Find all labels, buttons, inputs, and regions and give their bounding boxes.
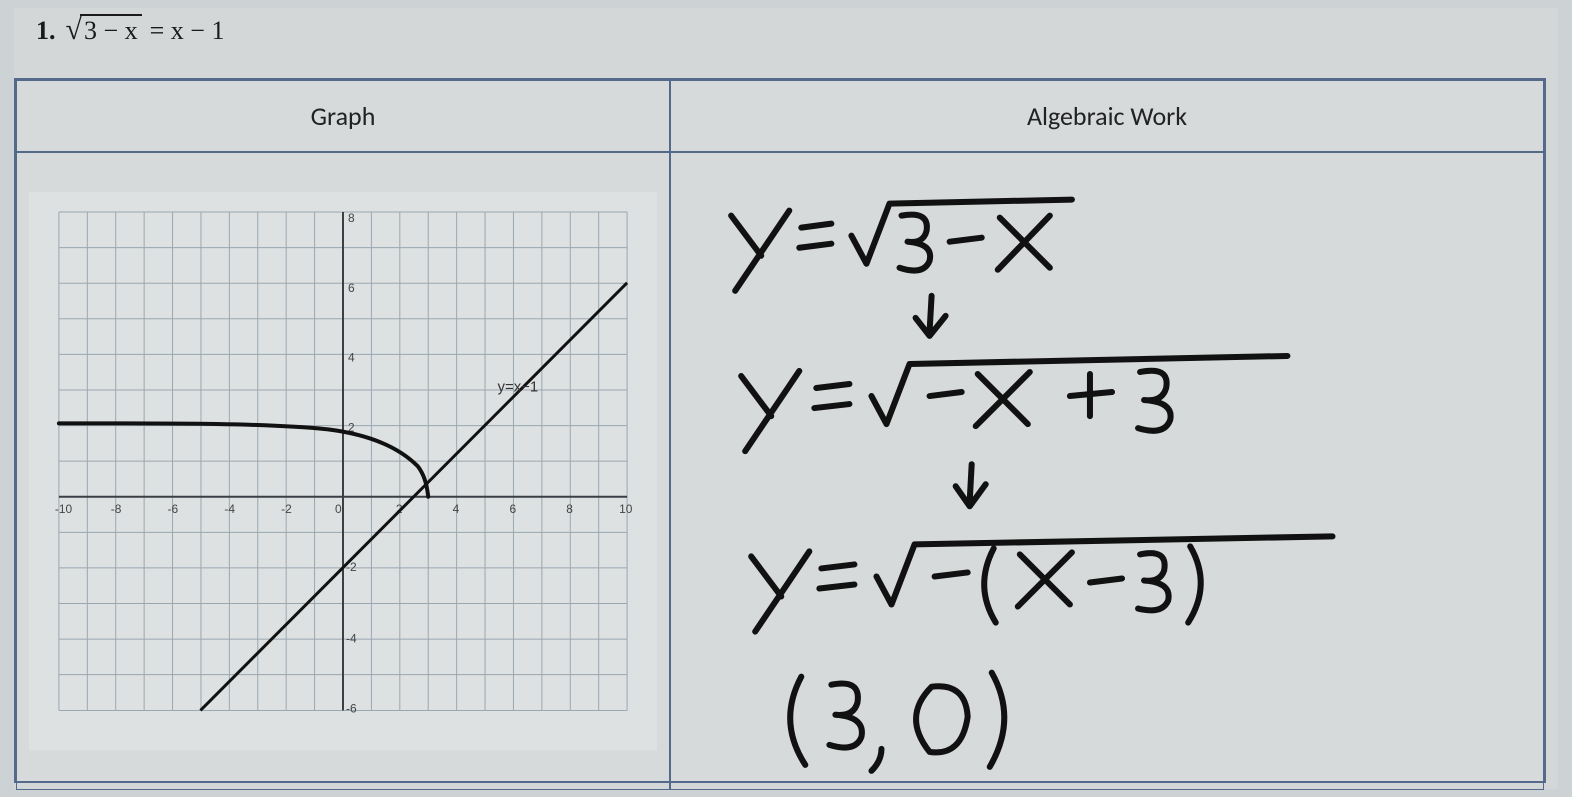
svg-text:-6: -6 [168, 502, 179, 516]
svg-text:8: 8 [566, 502, 573, 516]
handwritten-work [671, 153, 1543, 789]
graph-cell: -10 -8 -6 -4 -2 0 2 4 6 8 10 8 6 4 2 -2 [16, 152, 670, 790]
graph-header: Graph [16, 80, 670, 152]
coordinate-graph: -10 -8 -6 -4 -2 0 2 4 6 8 10 8 6 4 2 -2 [29, 161, 657, 781]
svg-text:-8: -8 [111, 502, 122, 516]
work-table: Graph Algebraic Work [14, 78, 1546, 783]
svg-text:4: 4 [453, 502, 460, 516]
equation-rhs: = x − 1 [150, 16, 225, 46]
svg-text:-6: -6 [346, 701, 357, 715]
worksheet-page: 1. √ 3 − x = x − 1 Graph Algebraic Work [14, 8, 1558, 789]
line-label: y=x−1 [498, 378, 539, 395]
svg-text:-4: -4 [224, 502, 235, 516]
radical: √ 3 − x [66, 14, 142, 46]
svg-text:8: 8 [348, 211, 355, 225]
svg-text:4: 4 [348, 351, 355, 365]
svg-text:6: 6 [348, 281, 355, 295]
algebra-cell [670, 152, 1544, 790]
svg-text:-10: -10 [55, 502, 73, 516]
problem-number: 1. [36, 16, 56, 46]
svg-text:10: 10 [619, 502, 633, 516]
problem-statement: 1. √ 3 − x = x − 1 [36, 14, 224, 46]
svg-text:6: 6 [509, 502, 516, 516]
svg-text:0: 0 [335, 502, 342, 516]
algebra-header: Algebraic Work [670, 80, 1544, 152]
equation: √ 3 − x = x − 1 [66, 14, 225, 46]
radicand: 3 − x [80, 14, 142, 46]
svg-text:-2: -2 [281, 502, 292, 516]
svg-text:-4: -4 [346, 632, 357, 646]
